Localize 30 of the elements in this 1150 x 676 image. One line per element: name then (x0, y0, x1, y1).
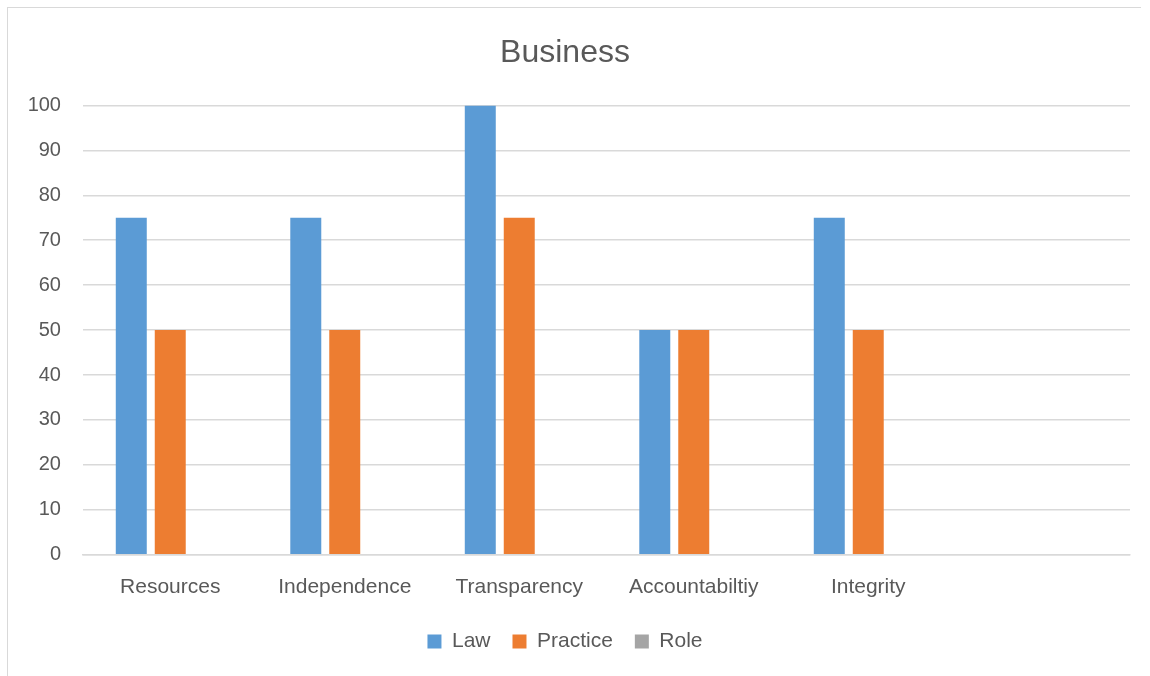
y-tick-label: 0 (49, 542, 61, 565)
y-tick-label: 10 (38, 497, 61, 520)
bar (813, 217, 845, 555)
x-tick-label: Accountabiltiy (628, 574, 760, 598)
y-tick-label: 50 (38, 317, 61, 340)
y-tick-label: 100 (27, 92, 61, 115)
y-tick-label: 90 (38, 137, 61, 160)
chart-title: Business (500, 33, 630, 70)
y-tick-label: 20 (38, 452, 61, 475)
x-tick-label: Integrity (830, 574, 907, 598)
y-tick-label: 30 (38, 407, 61, 430)
bar (464, 105, 496, 555)
x-tick-label: Resources (120, 574, 221, 598)
bar (678, 330, 710, 555)
x-tick-label: Independence (278, 574, 412, 598)
y-tick-label: 40 (38, 362, 61, 385)
legend-label: Law (451, 628, 492, 652)
bar (639, 330, 671, 555)
bar (852, 330, 884, 555)
bar (154, 330, 186, 555)
bar (329, 330, 361, 555)
bar (115, 217, 147, 555)
legend-label: Practice (536, 628, 613, 652)
y-tick-label: 60 (38, 272, 61, 295)
bar (503, 217, 535, 555)
legend-label: Role (659, 628, 703, 652)
y-tick-label: 80 (38, 182, 61, 205)
x-tick-label: Transparency (455, 574, 584, 598)
y-tick-label: 70 (38, 227, 61, 250)
bar (290, 217, 322, 555)
